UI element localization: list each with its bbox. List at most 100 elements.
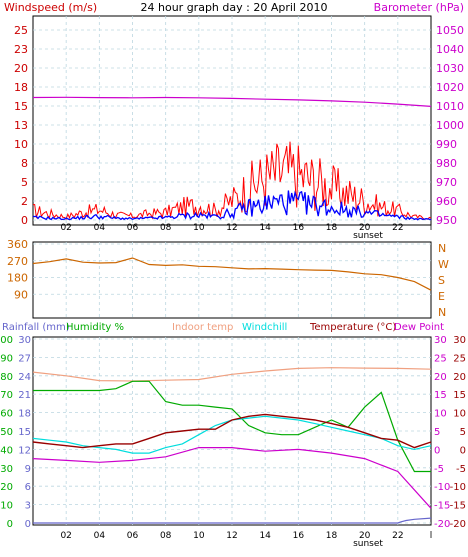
windspeed-tick-label: 18	[14, 81, 28, 94]
x-tick-label: l	[430, 223, 433, 233]
dewpoint-series	[32, 447, 432, 509]
temperature-sunset-label: sunset	[353, 539, 383, 549]
wind-barometer-panel: 24 hour graph day : 20 April 2010 Windsp…	[4, 1, 464, 241]
x-tick-label: 20	[359, 223, 371, 233]
rainfall-tick-label: 0	[25, 519, 31, 530]
direction-degree-label: 180	[7, 272, 28, 285]
temperature-tick-inner: 20	[434, 372, 447, 383]
temperature-tick-outer: -20	[450, 519, 466, 530]
temperature-tick-inner: -10	[434, 482, 450, 493]
windspeed-tick-label: 2	[21, 195, 28, 208]
windspeed-tick-label: 10	[14, 138, 28, 151]
temperature-tick-inner: 30	[434, 335, 447, 346]
rainfall-tick-label: 12	[18, 445, 31, 456]
dewpoint-axis-label: Dew Point	[394, 322, 444, 333]
temperature-tick-inner: 25	[434, 353, 447, 364]
humidity-tick-label: 0	[7, 519, 13, 530]
temperature-tick-inner: -5	[434, 464, 444, 475]
barometer-ticks: 950 960 970 980 990 1000 1010 1020 1030 1040 1050	[436, 24, 464, 227]
windspeed-tick-label: 13	[14, 119, 28, 132]
humidity-axis-label: Humidity %	[66, 322, 124, 333]
rainfall-ticks: 0 3 6 9 12 15 18 21 24 27 30	[18, 335, 31, 530]
temperature-tick-outer: 25	[453, 353, 466, 364]
barometer-tick-label: 970	[436, 176, 457, 189]
direction-degree-label: 270	[7, 255, 28, 268]
wind-chart-title: 24 hour graph day : 20 April 2010	[141, 1, 328, 14]
x-tick-label: 16	[293, 223, 305, 233]
barometer-tick-label: 1010	[436, 100, 464, 113]
temperature-tick-outer: 20	[453, 372, 466, 383]
x-tick-label: 02	[60, 223, 71, 233]
x-tick-label: 10	[193, 531, 205, 541]
x-tick-label: 06	[127, 531, 139, 541]
temperature-tick-outer: 0	[460, 445, 466, 456]
temperature-tick-outer: 5	[460, 427, 466, 438]
humidity-tick-label: 40	[0, 445, 13, 456]
temperature-grid	[33, 337, 431, 525]
windspeed-tick-label: 8	[21, 157, 28, 170]
x-tick-label: 12	[226, 223, 237, 233]
indoor-temp-series	[32, 367, 432, 382]
rainfall-tick-label: 24	[18, 372, 31, 383]
x-tick-label: l	[430, 531, 433, 541]
rainfall-tick-label: 30	[18, 335, 31, 346]
temperature-series	[32, 413, 432, 449]
temperature-tick-outer: -5	[456, 464, 466, 475]
humidity-series	[33, 380, 431, 473]
barometer-tick-label: 1050	[436, 24, 464, 37]
x-tick-label: 14	[259, 531, 271, 541]
rainfall-tick-label: 6	[25, 482, 31, 493]
windspeed-tick-label: 23	[14, 43, 28, 56]
barometer-tick-label: 950	[436, 214, 457, 227]
compass-label: N	[438, 306, 446, 319]
compass-label: W	[438, 258, 449, 271]
windspeed-tick-label: 15	[14, 100, 28, 113]
compass-label: S	[438, 274, 445, 287]
x-tick-label: 04	[94, 223, 106, 233]
x-tick-label: 16	[293, 531, 305, 541]
barometer-tick-label: 960	[436, 195, 457, 208]
temperature-tick-inner: -15	[434, 501, 450, 512]
rainfall-axis-label: Rainfall (mm)	[2, 322, 70, 333]
humidity-tick-label: 60	[0, 409, 13, 420]
temperature-tick-outer: 30	[453, 335, 466, 346]
x-tick-label: 10	[193, 223, 205, 233]
temperature-tick-inner: 10	[434, 409, 447, 420]
barometer-series	[32, 96, 432, 107]
rainfall-tick-label: 9	[25, 464, 31, 475]
temperature-tick-outer: 15	[453, 390, 466, 401]
humidity-ticks: 0 10 20 30 40 50 60 70 80 90 100	[0, 335, 13, 530]
windchill-label: Windchill	[242, 322, 287, 333]
compass-label: N	[438, 242, 446, 255]
direction-degree-ticks: 360 270 180 90	[7, 238, 28, 301]
humidity-tick-label: 100	[0, 335, 13, 346]
wind-average-series	[32, 190, 432, 221]
windspeed-tick-label: 0	[21, 214, 28, 227]
humidity-tick-label: 70	[0, 390, 13, 401]
x-tick-label: 08	[160, 223, 172, 233]
windspeed-tick-label: 25	[14, 24, 28, 37]
temperature-ticks-outer: 30 25 20 15 10 5 0 -5 -10 -15 -20	[450, 335, 466, 530]
rainfall-tick-label: 15	[18, 427, 31, 438]
barometer-tick-label: 1000	[436, 119, 464, 132]
x-tick-label: 22	[392, 223, 403, 233]
x-tick-label: 14	[259, 223, 271, 233]
windspeed-tick-label: 5	[21, 176, 28, 189]
rainfall-tick-label: 27	[18, 353, 31, 364]
temperature-tick-inner: 0	[434, 445, 440, 456]
humidity-tick-label: 30	[0, 464, 13, 475]
temperature-axis-label: Temperature (°C)	[309, 322, 396, 333]
barometer-tick-label: 1040	[436, 43, 464, 56]
direction-degree-label: 90	[14, 288, 28, 301]
barometer-tick-label: 980	[436, 157, 457, 170]
rainfall-tick-label: 3	[25, 501, 31, 512]
wind-direction-series	[32, 257, 432, 291]
humidity-tick-label: 10	[0, 501, 13, 512]
barometer-axis-label: Barometer (hPa)	[374, 1, 464, 14]
indoor-temp-label: Indoor temp	[172, 322, 233, 333]
x-tick-label: 18	[326, 531, 338, 541]
